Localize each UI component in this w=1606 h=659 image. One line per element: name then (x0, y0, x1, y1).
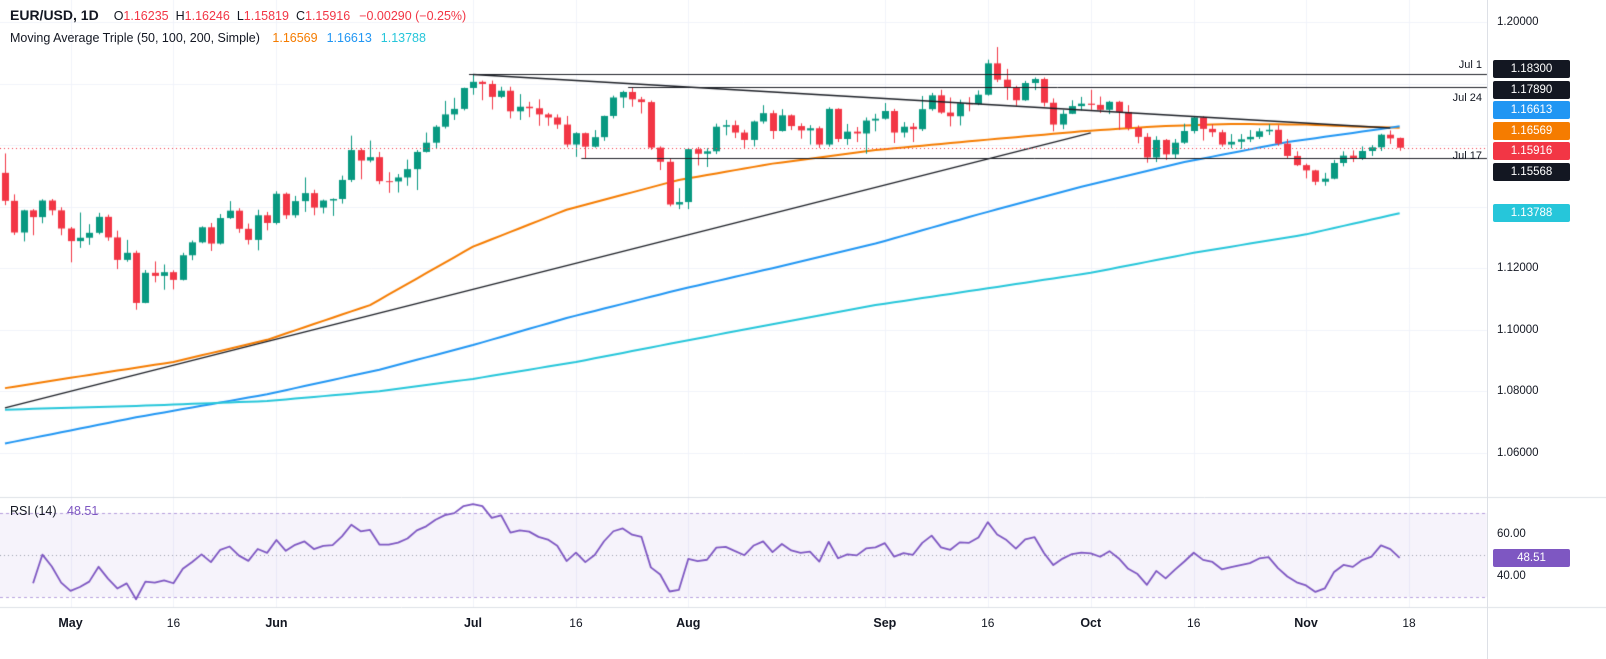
price-tick-label: 1.06000 (1497, 446, 1539, 459)
ohlc-value: 1.15819 (243, 9, 289, 23)
time-tick-label: 16 (166, 616, 181, 630)
time-tick-label: Jun (265, 616, 288, 630)
ohlc-value: 1.16235 (123, 9, 169, 23)
rsi-current-value: 48.51 (67, 504, 99, 518)
price-axis[interactable]: 1.20000 1.12000 1.10000 1.08000 1.06000 1.183… (1487, 0, 1606, 659)
time-tick-label: 16 (569, 616, 583, 630)
ma-value: 1.13788 (380, 31, 426, 45)
ma-legend-row: Moving Average Triple (50, 100, 200, Sim… (10, 31, 466, 45)
ohlc-value: 1.16246 (184, 9, 230, 23)
price-tick-label: 1.08000 (1497, 385, 1539, 398)
time-tick-label: Jul (463, 616, 483, 630)
time-tick-label: Oct (1080, 616, 1102, 630)
price-badge: 1.16613 (1493, 101, 1570, 120)
ohlc-key: L (236, 9, 244, 23)
ma-values: 1.16569 1.16613 1.13788 (263, 31, 426, 45)
level-label: Jul 17 (1452, 150, 1482, 163)
ohlc-key: O (113, 9, 124, 23)
ohlc-key: C (295, 9, 305, 23)
rsi-tick-label: 40.00 (1497, 570, 1526, 582)
time-axis[interactable]: May 16 Jun Jul 16 Aug Sep 16 Oct 16 Nov 18 (0, 608, 1487, 659)
price-badge: 1.13788 (1493, 204, 1570, 223)
price-tick-label: 1.12000 (1497, 262, 1539, 275)
price-badge: 1.17890 (1493, 80, 1570, 99)
time-tick-label: Aug (676, 616, 701, 630)
rsi-legend: RSI (14) 48.51 (10, 504, 98, 518)
main-legend: EUR/USD, 1D O1.16235 H1.16246 L1.15819 C1.1… (10, 7, 466, 45)
level-label: Jul 1 (1458, 59, 1482, 72)
price-tick-label: 1.10000 (1497, 323, 1539, 336)
rsi-value-badge: 48.51 (1493, 549, 1570, 568)
price-tick-label: 1.20000 (1497, 16, 1539, 29)
ohlc-key: H (175, 9, 185, 23)
price-badge: 1.16569 (1493, 121, 1570, 140)
ohlc-value: 1.15916 (305, 9, 351, 23)
time-tick-label: Sep (873, 616, 897, 630)
time-tick-label: Nov (1294, 616, 1318, 630)
symbol-legend-row: EUR/USD, 1D O1.16235 H1.16246 L1.15819 C1.1… (10, 7, 466, 23)
ohlc-values: O1.16235 H1.16246 L1.15819 C1.15916 (107, 9, 351, 23)
time-tick-label: May (58, 616, 83, 630)
price-badge: 1.15568 (1493, 162, 1570, 181)
price-badge: 1.18300 (1493, 60, 1570, 79)
time-tick-label: 16 (981, 616, 995, 630)
time-tick-label: 18 (1402, 616, 1416, 630)
rsi-indicator-label[interactable]: RSI (14) (10, 504, 57, 518)
price-badge: 1.15916 (1493, 142, 1570, 161)
time-tick-label: 16 (1187, 616, 1201, 630)
level-label: Jul 24 (1452, 92, 1482, 105)
symbol-title[interactable]: EUR/USD, 1D (10, 7, 99, 23)
ma-indicator-label[interactable]: Moving Average Triple (50, 100, 200, Sim… (10, 31, 260, 45)
change-value: −0.00290 (−0.25%) (359, 9, 467, 23)
ma-value: 1.16569 (272, 31, 318, 45)
ma-value: 1.16613 (326, 31, 372, 45)
rsi-tick-label: 60.00 (1497, 528, 1526, 540)
